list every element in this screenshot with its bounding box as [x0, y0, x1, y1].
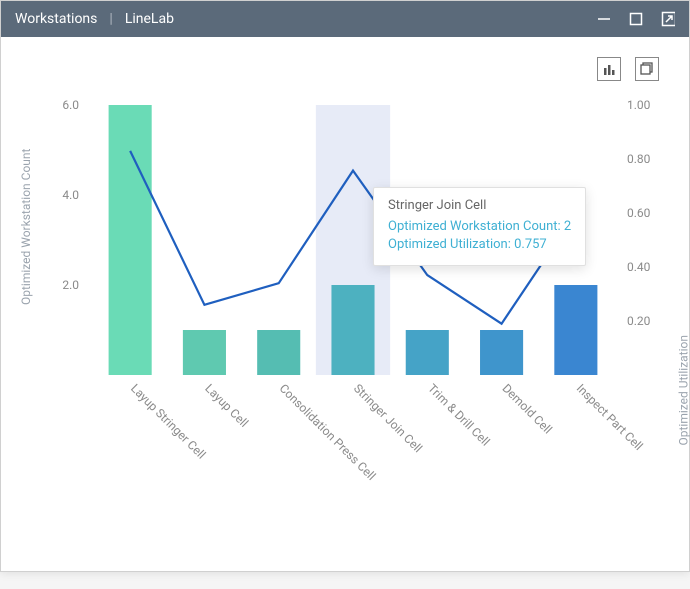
ytick-right: 0.20 [627, 314, 651, 328]
title-divider: | [109, 11, 112, 27]
xtick-label: Layup Cell [202, 381, 251, 430]
chart-tooltip: Stringer Join Cell Optimized Workstation… [373, 187, 586, 266]
duplicate-icon[interactable] [635, 57, 659, 81]
title-primary: Workstations [15, 11, 97, 27]
titlebar: Workstations | LineLab [1, 1, 689, 37]
ytick-right: 0.80 [627, 152, 651, 166]
ytick-left: 2.0 [62, 278, 79, 292]
chart-area: Optimized Workstation Count Optimized Ut… [23, 85, 669, 585]
chart-bar[interactable] [109, 105, 152, 375]
right-axis-label: Optimized Utilization [677, 335, 690, 446]
ytick-right: 0.40 [627, 260, 651, 274]
app-window: Workstations | LineLab [0, 0, 690, 572]
xtick-label: Stringer Join Cell [351, 381, 425, 455]
title-secondary: LineLab [125, 11, 174, 27]
tooltip-title: Stringer Join Cell [388, 198, 571, 213]
content-area: Optimized Workstation Count Optimized Ut… [1, 37, 689, 571]
chart-toolbar [597, 57, 659, 81]
xtick-label: Trim & Drill Cell [425, 381, 492, 448]
chart-svg: 2.0 4.0 6.0 0.20 0.40 0.60 0.80 1.00 Layup Str… [23, 85, 669, 585]
tooltip-row: Optimized Workstation Count: 2 [388, 219, 571, 234]
xtick-label: Layup Stringer Cell [128, 381, 208, 461]
chart-bar[interactable] [554, 285, 597, 375]
chart-bar[interactable] [183, 330, 226, 375]
bar-chart-icon[interactable] [597, 57, 621, 81]
tooltip-row: Optimized Utilization: 0.757 [388, 237, 571, 252]
maximize-icon[interactable] [629, 12, 643, 26]
xtick-label: Inspect Part Cell [574, 381, 646, 453]
xtick-label: Demold Cell [499, 381, 554, 436]
chart-bar[interactable] [406, 330, 449, 375]
popout-icon[interactable] [661, 12, 675, 26]
chart-bar[interactable] [257, 330, 300, 375]
chart-bar[interactable] [480, 330, 523, 375]
chart-bar[interactable] [331, 285, 374, 375]
minimize-icon[interactable] [597, 12, 611, 26]
ytick-left: 4.0 [62, 188, 79, 202]
ytick-left: 6.0 [62, 98, 79, 112]
left-axis-label: Optimized Workstation Count [19, 149, 33, 305]
ytick-right: 1.00 [627, 98, 651, 112]
ytick-right: 0.60 [627, 206, 651, 220]
